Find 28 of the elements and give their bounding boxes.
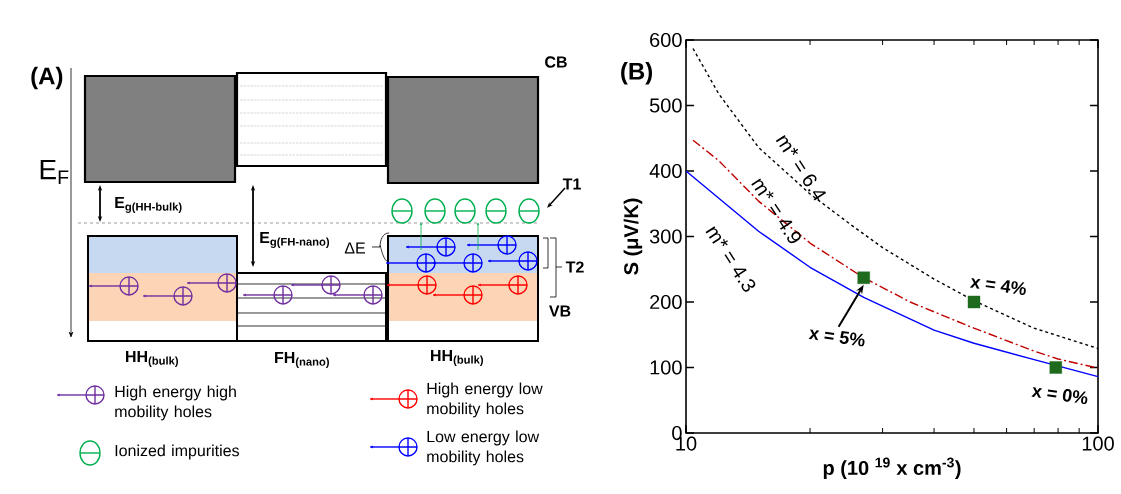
text: (B) (621, 62, 653, 85)
text: FH$_{(nano)}$ (275, 352, 329, 368)
annotation: x = 5% (808, 329, 865, 347)
text: T2 (565, 261, 584, 273)
text: High energy low mobility holes (427, 382, 543, 418)
annotation: x = 4% (969, 278, 1026, 295)
y-tick-label: 300 (649, 229, 682, 244)
text: ΔE (344, 242, 366, 254)
y-axis-title: S (μV/K) (623, 198, 643, 275)
y-tick-label: 200 (650, 294, 682, 310)
text: VB (549, 305, 571, 317)
text: CB (545, 56, 567, 68)
text: E$_{F}$ (40, 159, 69, 185)
y-tick-label: 400 (649, 163, 682, 179)
text: E$_{g(FH-nano)}$ (260, 232, 330, 248)
text: (A) (31, 66, 63, 90)
text: E$_{g(HH-bulk)}$ (115, 197, 182, 213)
text: High energy high mobility holes (115, 385, 236, 421)
x-axis-title: p (10 $^{19}$ x cm$^{-3}$) (823, 457, 961, 479)
text: HH$_{(bulk)}$ (431, 350, 483, 366)
text: HH$_{(bulk)}$ (126, 351, 178, 367)
text: Ionized impurities (115, 444, 239, 460)
y-tick-label: 100 (650, 360, 682, 375)
text: T1 (562, 178, 581, 190)
y-tick-label: 600 (650, 32, 682, 48)
annotation: x = 0% (1031, 387, 1088, 405)
text: Low energy low mobility holes (427, 430, 540, 466)
y-tick-label: 500 (649, 98, 682, 113)
